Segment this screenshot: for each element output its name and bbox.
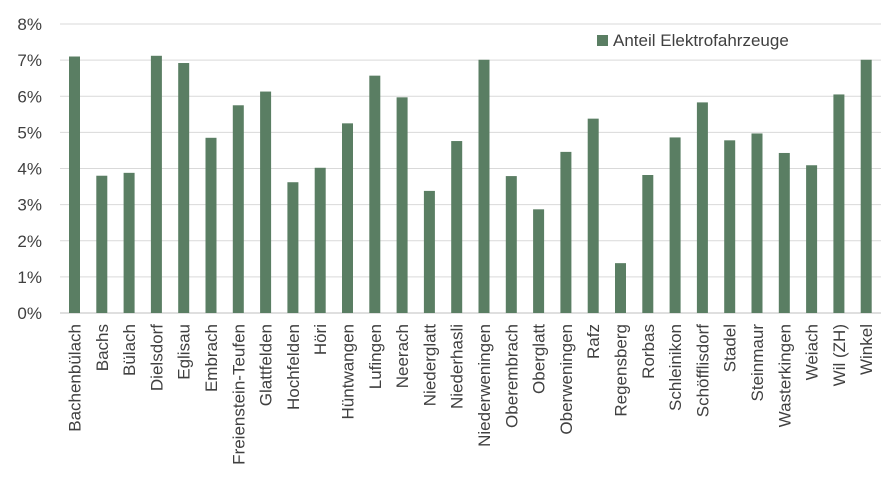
x-tick-label: Höri [311, 324, 330, 355]
x-tick-label: Dielsdorf [147, 324, 166, 391]
bar [505, 176, 517, 313]
bar [287, 182, 299, 313]
x-tick-label: Wil (ZH) [830, 324, 849, 386]
x-tick-label: Weiach [803, 324, 822, 380]
x-tick-label: Neerach [393, 324, 412, 388]
bar [396, 97, 408, 314]
bar [669, 137, 681, 313]
x-tick-label: Rafz [584, 324, 603, 359]
bar [342, 123, 353, 313]
y-tick-label: 4% [17, 160, 42, 179]
x-tick-label: Regensberg [612, 324, 631, 417]
bar [451, 141, 463, 313]
legend-label: Anteil Elektrofahrzeuge [613, 31, 789, 50]
x-tick-label: Lufingen [366, 324, 385, 389]
bar [178, 63, 190, 313]
x-tick-label: Bachenbülach [66, 324, 85, 432]
x-tick-label: Oberglatt [530, 324, 549, 394]
bar [696, 102, 708, 313]
gridlines [60, 23, 881, 314]
y-tick-label: 3% [17, 196, 42, 215]
bar [751, 133, 763, 313]
x-tick-label: Rorbas [639, 324, 658, 379]
y-tick-label: 0% [17, 304, 42, 323]
bar [533, 209, 545, 313]
bar [560, 151, 572, 313]
x-tick-label: Oberembrach [502, 324, 521, 428]
bar [260, 91, 272, 314]
x-tick-label: Hochfelden [284, 324, 303, 410]
x-tick-label: Freienstein-Teufen [229, 324, 248, 465]
legend-swatch [597, 35, 608, 46]
x-tick-label: Schöfflisdorf [693, 324, 712, 418]
x-tick-label: Embrach [202, 324, 221, 392]
x-tick-label: Winkel [857, 324, 876, 375]
x-axis-ticks: Bachenbülach Bachs Bülach Dielsdorf Eglisau E… [66, 324, 877, 465]
bar [615, 263, 626, 313]
bar [860, 59, 872, 313]
bar [478, 59, 490, 313]
bar [232, 105, 244, 313]
x-tick-label: Oberweningen [557, 324, 576, 435]
x-tick-label: Niederglatt [420, 324, 439, 406]
x-tick-label: Stadel [721, 324, 740, 372]
x-tick-label: Schleinikon [666, 324, 685, 411]
x-tick-label: Wasterkingen [775, 324, 794, 427]
y-tick-label: 5% [17, 123, 42, 142]
bar [423, 190, 435, 313]
bar [724, 140, 736, 313]
y-tick-label: 1% [17, 268, 42, 287]
x-tick-label: Niederhasli [448, 324, 467, 409]
bar [123, 172, 135, 313]
bar [369, 75, 381, 313]
y-tick-label: 8% [17, 15, 42, 34]
bar [96, 175, 108, 313]
bar [642, 175, 654, 313]
x-tick-label: Steinmaur [748, 324, 767, 402]
bars [69, 55, 872, 314]
bar [833, 94, 845, 313]
bar [314, 167, 326, 313]
y-tick-label: 6% [17, 87, 42, 106]
bar [150, 55, 162, 313]
x-tick-label: Bülach [120, 324, 139, 376]
y-tick-label: 2% [17, 232, 42, 251]
y-tick-label: 7% [17, 51, 42, 70]
bar [778, 152, 790, 313]
x-tick-label: Glattfelden [257, 324, 276, 406]
bar [205, 137, 217, 313]
x-tick-label: Hüntwangen [339, 324, 358, 419]
bar [587, 118, 599, 314]
y-axis-ticks: 0% 1% 2% 3% 4% 5% 6% 7% 8% [17, 15, 42, 323]
x-tick-label: Niederweningen [475, 324, 494, 447]
bar [69, 56, 80, 313]
bar [806, 165, 818, 313]
legend: Anteil Elektrofahrzeuge [548, 25, 848, 55]
x-tick-label: Eglisau [175, 324, 194, 380]
x-tick-label: Bachs [93, 324, 112, 371]
